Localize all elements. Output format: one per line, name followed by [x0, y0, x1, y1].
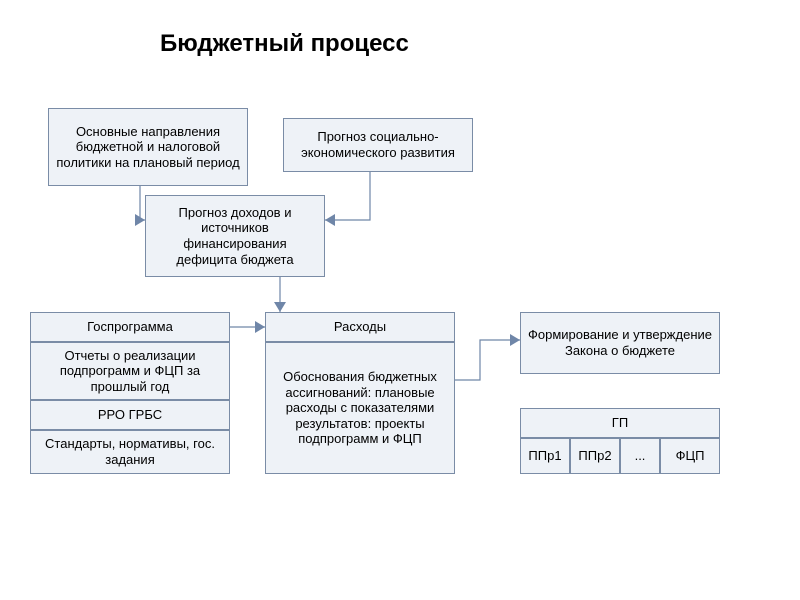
- node-f3d: ФЦП: [660, 438, 720, 474]
- node-n1: Основные направления бюджетной и налогов…: [48, 108, 248, 186]
- node-n2: Прогноз социально-экономического развити…: [283, 118, 473, 172]
- node-g2: Отчеты о реализации подпрограмм и ФЦП за…: [30, 342, 230, 400]
- node-r2: Обоснования бюджетных ассигнований: план…: [265, 342, 455, 474]
- edge-n2-n3: [325, 172, 370, 220]
- node-n3: Прогноз доходов и источников финансирова…: [145, 195, 325, 277]
- node-f3b: ППр2: [570, 438, 620, 474]
- node-f3a: ППр1: [520, 438, 570, 474]
- node-f1: Формирование и утверждение Закона о бюдж…: [520, 312, 720, 374]
- edge-r1-f1: [455, 340, 520, 380]
- node-g1: Госпрограмма: [30, 312, 230, 342]
- node-f2: ГП: [520, 408, 720, 438]
- flow-arrows: [0, 0, 800, 600]
- node-r1: Расходы: [265, 312, 455, 342]
- page-title: Бюджетный процесс: [160, 30, 409, 58]
- node-g4: Стандарты, нормативы, гос. задания: [30, 430, 230, 474]
- node-f3c: ...: [620, 438, 660, 474]
- node-g3: РРО ГРБС: [30, 400, 230, 430]
